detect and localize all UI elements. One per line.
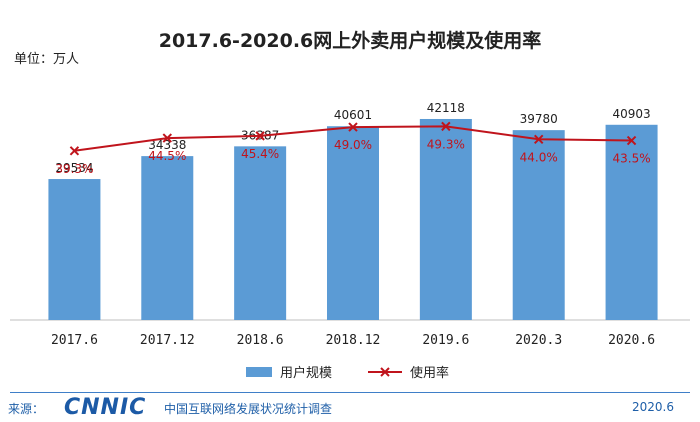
bar (419, 118, 472, 320)
usage-rate-label: 49.3% (427, 137, 465, 151)
bar (141, 156, 194, 320)
usage-rate-label: 49.0% (334, 138, 372, 152)
usage-rate-label: 39.3% (55, 162, 93, 176)
x-tick-label: 2018.6 (237, 333, 284, 348)
footer: 来源： CNNIC 中国互联网络发展状况统计调查 2020.6 (0, 393, 700, 422)
report-name: 中国互联网络发展状况统计调查 (164, 402, 333, 416)
usage-rate-marker (348, 122, 358, 132)
bar-value-label: 34338 (148, 138, 186, 152)
report-date: 2020.6 (632, 400, 674, 414)
usage-rate-marker (255, 131, 265, 141)
chart-plot: 2953434338363874060142118397804090339.3%… (10, 101, 690, 348)
x-tick-label: 2020.6 (608, 333, 655, 348)
x-tick-label: 2018.12 (326, 333, 381, 348)
legend-item-line: 使用率 (368, 362, 449, 381)
bar-value-label: 40903 (612, 107, 650, 121)
bar-value-label: 40601 (334, 108, 372, 122)
chart-title: 2017.6-2020.6网上外卖用户规模及使用率 (158, 30, 542, 52)
source-label: 来源： (8, 402, 45, 416)
usage-rate-marker (441, 121, 451, 132)
bar (234, 146, 287, 320)
legend-label-bar: 用户规模 (280, 366, 333, 381)
usage-rate-marker (162, 133, 172, 143)
bar-value-label: 29534 (55, 161, 93, 175)
usage-rate-marker (534, 134, 544, 145)
bar (48, 179, 101, 320)
unit-label: 单位：万人 (14, 52, 80, 67)
footer-divider (10, 392, 690, 393)
usage-rate-marker (69, 146, 80, 156)
x-tick-label: 2020.3 (515, 333, 562, 348)
legend: 用户规模 使用率 (0, 362, 700, 384)
legend-item-bar: 用户规模 (246, 362, 332, 381)
x-tick-label: 2019.6 (422, 333, 469, 348)
usage-rate-label: 45.4% (241, 147, 279, 161)
usage-rate-label: 44.5% (148, 149, 186, 163)
x-tick-label: 2017.6 (51, 333, 98, 348)
bar (327, 126, 379, 320)
legend-bar-swatch (246, 366, 272, 377)
bar (512, 130, 565, 320)
usage-rate-marker (626, 135, 637, 146)
cnnic-logo: CNNIC (64, 395, 147, 420)
bar-value-label: 42118 (427, 101, 465, 115)
legend-line-swatch (368, 366, 402, 377)
bar-value-label: 39780 (520, 112, 558, 126)
bar (605, 124, 658, 321)
usage-rate-label: 44.0% (520, 150, 558, 164)
usage-rate-label: 43.5% (613, 152, 651, 166)
legend-label-line: 使用率 (410, 366, 450, 381)
x-tick-label: 2017.12 (140, 333, 195, 348)
